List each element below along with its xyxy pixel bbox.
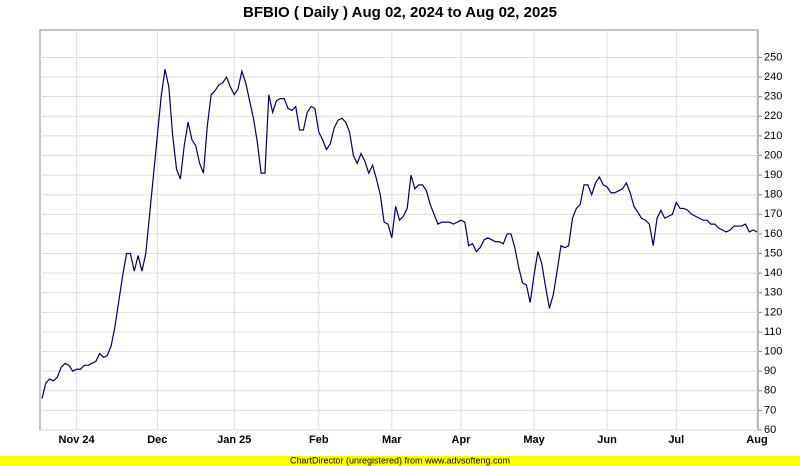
y-tick-label: 170 <box>764 208 782 220</box>
y-tick-label: 80 <box>764 385 776 397</box>
y-tick-label: 230 <box>764 91 782 103</box>
y-tick-label: 250 <box>764 51 782 63</box>
x-tick-label: Dec <box>147 434 167 446</box>
y-tick-label: 130 <box>764 287 782 299</box>
y-tick-label: 240 <box>764 71 782 83</box>
y-tick-label: 190 <box>764 169 782 181</box>
y-tick-label: 110 <box>764 326 782 338</box>
y-tick-label: 210 <box>764 130 782 142</box>
chart-title: BFBIO ( Daily ) Aug 02, 2024 to Aug 02, … <box>243 4 557 21</box>
x-tick-label: Feb <box>309 434 329 446</box>
y-tick-label: 180 <box>764 189 782 201</box>
y-tick-label: 150 <box>764 247 782 259</box>
footer-banner <box>0 456 800 466</box>
y-tick-label: 220 <box>764 110 782 122</box>
y-tick-label: 70 <box>764 404 776 416</box>
y-tick-label: 140 <box>764 267 782 279</box>
y-tick-label: 120 <box>764 306 782 318</box>
x-tick-label: Jan 25 <box>217 434 251 446</box>
y-tick-label: 90 <box>764 365 776 377</box>
y-tick-label: 160 <box>764 228 782 240</box>
footer: ChartDirector (unregistered) from www.ad… <box>290 455 510 465</box>
y-tick-label: 200 <box>764 149 782 161</box>
x-tick-label: Apr <box>452 434 472 446</box>
price-line <box>41 68 758 399</box>
x-tick-label: May <box>523 434 545 446</box>
x-tick-label: Mar <box>382 434 402 446</box>
y-tick-label: 100 <box>764 345 782 357</box>
y-tick-label: 60 <box>764 424 776 436</box>
x-tick-label: Aug <box>746 434 767 446</box>
x-tick-label: Jul <box>668 434 684 446</box>
x-tick-label: Nov 24 <box>59 434 96 446</box>
x-tick-label: Jun <box>597 434 617 446</box>
